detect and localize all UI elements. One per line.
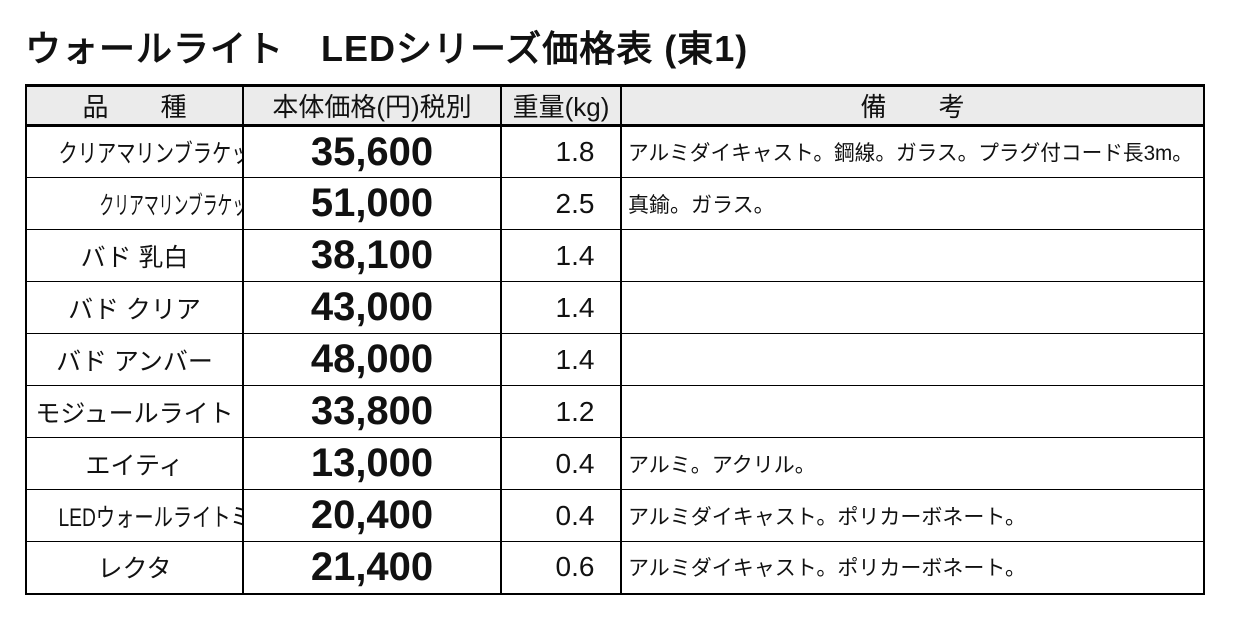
header-remarks: 備 考: [620, 84, 1205, 127]
product-weight-cell: 1.4: [500, 229, 622, 282]
product-price-cell: 20,400: [242, 489, 502, 542]
product-price: 13,000: [310, 441, 434, 485]
table-row: レクタ 21,400 0.6 アルミダイキャスト。ポリカーボネート。: [25, 541, 1205, 595]
price-table-body: クリアマリンブラケット 35,600 1.8 アルミダイキャスト。鋼線。ガラス。…: [25, 125, 1205, 595]
product-price-cell: 21,400: [242, 541, 502, 595]
product-weight-cell: 1.2: [500, 385, 622, 438]
price-table-header: 品 種 本体価格(円)税別 重量(kg) 備 考: [25, 84, 1205, 127]
product-remarks-cell: [620, 333, 1205, 386]
product-price-cell: 43,000: [242, 281, 502, 334]
product-remarks-cell: 真鍮。ガラス。: [620, 177, 1205, 230]
product-name-cell: バド クリア: [25, 281, 244, 334]
product-name: LEDウォールライトミニ: [58, 503, 241, 532]
product-weight-cell: 1.4: [500, 281, 622, 334]
product-price-cell: 33,800: [242, 385, 502, 438]
product-remarks: 真鍮。ガラス。: [628, 193, 775, 217]
table-row: クリアマリンブラケット 35,600 1.8 アルミダイキャスト。鋼線。ガラス。…: [25, 125, 1205, 178]
product-weight: 1.8: [555, 136, 595, 167]
product-weight: 1.2: [555, 395, 595, 427]
product-weight-cell: 0.6: [500, 541, 622, 595]
product-name-cell: クリアマリンブラケット ブラス: [25, 177, 244, 230]
header-price: 本体価格(円)税別: [242, 84, 502, 127]
page-title: ウォールライト LEDシリーズ価格表 (東1): [25, 28, 749, 69]
product-price: 20,400: [310, 493, 434, 537]
product-weight: 1.4: [555, 239, 595, 271]
product-weight: 0.4: [555, 499, 595, 531]
product-remarks-cell: [620, 385, 1205, 438]
product-remarks-cell: アルミダイキャスト。鋼線。ガラス。プラグ付コード長3m。: [620, 125, 1205, 178]
product-remarks-cell: アルミダイキャスト。ポリカーボネート。: [620, 541, 1205, 595]
price-table: 品 種 本体価格(円)税別 重量(kg) 備 考 クリアマリンブラケット 35,…: [25, 84, 1205, 595]
product-price: 48,000: [310, 337, 434, 381]
product-weight-cell: 2.5: [500, 177, 622, 230]
product-name: モジュールライト: [35, 399, 234, 428]
product-weight-cell: 1.8: [500, 125, 622, 178]
table-row: バド 乳白 38,100 1.4: [25, 229, 1205, 282]
product-remarks-cell: アルミ。アクリル。: [620, 437, 1205, 490]
product-name-cell: LEDウォールライトミニ: [25, 489, 244, 542]
product-name: バド アンバー: [56, 347, 213, 376]
product-price: 35,600: [310, 129, 434, 174]
product-price-cell: 13,000: [242, 437, 502, 490]
product-price: 51,000: [310, 181, 434, 225]
product-price: 33,800: [310, 389, 434, 433]
product-name-cell: クリアマリンブラケット: [25, 125, 244, 178]
product-weight: 0.6: [555, 551, 595, 583]
product-price-cell: 48,000: [242, 333, 502, 386]
product-name: クリアマリンブラケット: [58, 140, 241, 168]
product-name: バド クリア: [68, 295, 201, 324]
product-remarks: アルミダイキャスト。ポリカーボネート。: [628, 557, 1026, 581]
product-remarks: アルミダイキャスト。ポリカーボネート。: [628, 505, 1026, 529]
product-price-cell: 51,000: [242, 177, 502, 230]
product-name: バド 乳白: [80, 243, 189, 272]
product-name-cell: バド アンバー: [25, 333, 244, 386]
product-name: エイティ: [85, 451, 184, 480]
header-row: 品 種 本体価格(円)税別 重量(kg) 備 考: [25, 84, 1205, 127]
product-weight: 0.4: [555, 447, 595, 479]
product-name-cell: モジュールライト: [25, 385, 244, 438]
product-name-cell: エイティ: [25, 437, 244, 490]
product-name: クリアマリンブラケット ブラス: [99, 191, 241, 220]
product-remarks-cell: アルミダイキャスト。ポリカーボネート。: [620, 489, 1205, 542]
product-remarks-cell: [620, 281, 1205, 334]
product-price: 21,400: [310, 544, 434, 589]
table-row: バド アンバー 48,000 1.4: [25, 333, 1205, 386]
product-weight-cell: 1.4: [500, 333, 622, 386]
header-product: 品 種: [25, 84, 244, 127]
product-weight: 1.4: [555, 291, 595, 323]
table-row: バド クリア 43,000 1.4: [25, 281, 1205, 334]
product-price-cell: 35,600: [242, 125, 502, 178]
product-price: 38,100: [310, 233, 434, 277]
product-remarks: アルミ。アクリル。: [628, 453, 816, 477]
table-row: エイティ 13,000 0.4 アルミ。アクリル。: [25, 437, 1205, 490]
product-weight: 2.5: [555, 187, 595, 219]
table-row: モジュールライト 33,800 1.2: [25, 385, 1205, 438]
table-row: クリアマリンブラケット ブラス 51,000 2.5 真鍮。ガラス。: [25, 177, 1205, 230]
product-weight: 1.4: [555, 343, 595, 375]
product-name-cell: レクタ: [25, 541, 244, 595]
product-weight-cell: 0.4: [500, 437, 622, 490]
product-weight-cell: 0.4: [500, 489, 622, 542]
header-weight: 重量(kg): [500, 84, 622, 127]
product-price-cell: 38,100: [242, 229, 502, 282]
product-name: レクタ: [97, 555, 172, 584]
product-price: 43,000: [310, 285, 434, 329]
product-remarks-cell: [620, 229, 1205, 282]
product-remarks: アルミダイキャスト。鋼線。ガラス。プラグ付コード長3m。: [628, 142, 1193, 165]
table-row: LEDウォールライトミニ 20,400 0.4 アルミダイキャスト。ポリカーボネ…: [25, 489, 1205, 542]
product-name-cell: バド 乳白: [25, 229, 244, 282]
